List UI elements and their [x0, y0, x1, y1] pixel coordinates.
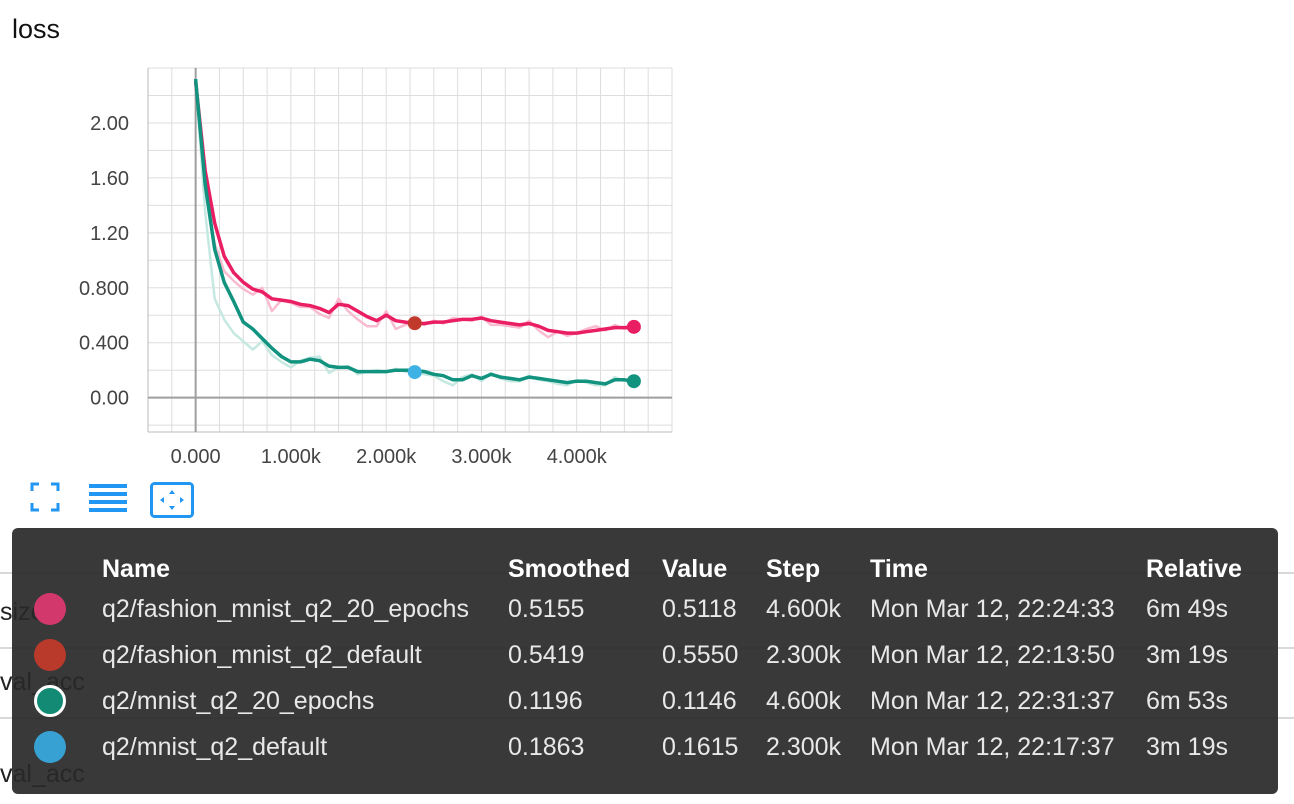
- raw-value: 0.1615: [662, 732, 739, 761]
- x-tick-label: 2.000k: [356, 446, 417, 468]
- y-tick-label: 1.60: [90, 168, 129, 190]
- y-tick-label: 2.00: [90, 113, 129, 135]
- panel-title: loss: [12, 14, 61, 44]
- table-row: q2/fashion_mnist_q2_20_epochs 0.5155 0.5…: [34, 586, 1256, 632]
- step-value: 2.300k: [766, 640, 842, 669]
- time-value: Mon Mar 12, 22:13:50: [870, 640, 1115, 669]
- relative-value: 6m 49s: [1146, 594, 1228, 623]
- header-smoothed: Smoothed: [508, 554, 631, 583]
- header-relative: Relative: [1146, 554, 1242, 583]
- run-name: q2/fashion_mnist_q2_default: [102, 640, 422, 669]
- x-tick-label: 3.000k: [451, 446, 512, 468]
- series-point: [626, 374, 641, 389]
- raw-value: 0.5118: [662, 594, 737, 623]
- x-tick-label: 1.000k: [261, 446, 322, 468]
- header-step: Step: [766, 554, 821, 583]
- fullscreen-icon[interactable]: [30, 482, 60, 512]
- run-name: q2/fashion_mnist_q2_20_epochs: [102, 594, 469, 623]
- step-value: 4.600k: [766, 686, 842, 715]
- raw-value: 0.5550: [662, 640, 739, 669]
- run-name: q2/mnist_q2_20_epochs: [102, 686, 375, 715]
- time-value: Mon Mar 12, 22:17:37: [870, 732, 1115, 761]
- relative-value: 3m 19s: [1146, 732, 1228, 761]
- series-point: [407, 316, 422, 331]
- series-color-dot: [34, 685, 66, 717]
- run-name: q2/mnist_q2_default: [102, 732, 328, 761]
- table-row: q2/fashion_mnist_q2_default 0.5419 0.555…: [34, 632, 1256, 678]
- x-tick-label: 0.000: [171, 446, 221, 468]
- smoothed-value: 0.5155: [508, 594, 585, 623]
- series-raw-line: [194, 81, 635, 339]
- series-color-dot: [34, 639, 66, 671]
- tooltip-header-row: Name Smoothed Value Step Time Relative: [34, 552, 1256, 586]
- series-color-dot: [34, 731, 66, 763]
- y-tick-label: 1.20: [90, 223, 129, 245]
- loss-chart[interactable]: 0.000 1.000k 2.000k 3.000k 4.000k 0.00 0.400 0.…: [0, 0, 700, 480]
- smoothed-value: 0.5419: [508, 640, 585, 669]
- header-value: Value: [662, 554, 728, 583]
- y-tick-label: 0.400: [79, 333, 129, 355]
- x-tick-label: 4.000k: [547, 446, 608, 468]
- list-icon[interactable]: [89, 482, 127, 516]
- relative-value: 6m 53s: [1146, 686, 1228, 715]
- raw-value: 0.1146: [662, 686, 737, 715]
- step-value: 2.300k: [766, 732, 842, 761]
- header-color: [34, 552, 102, 586]
- relative-value: 3m 19s: [1146, 640, 1228, 669]
- smoothed-value: 0.1196: [508, 686, 583, 715]
- fit-domain-icon[interactable]: [150, 482, 194, 518]
- series-line: [193, 81, 635, 335]
- series-color-dot: [34, 593, 66, 625]
- time-value: Mon Mar 12, 22:31:37: [870, 686, 1115, 715]
- table-row: q2/mnist_q2_default 0.1863 0.1615 2.300k…: [34, 724, 1256, 770]
- tooltip-table: Name Smoothed Value Step Time Relative q…: [34, 552, 1256, 770]
- data-tooltip: Name Smoothed Value Step Time Relative q…: [12, 528, 1278, 794]
- series-line: [193, 78, 635, 386]
- header-time: Time: [870, 554, 928, 583]
- table-row: q2/mnist_q2_20_epochs 0.1196 0.1146 4.60…: [34, 678, 1256, 724]
- series-point: [407, 365, 422, 380]
- smoothed-value: 0.1863: [508, 732, 585, 761]
- series-point: [626, 319, 641, 334]
- time-value: Mon Mar 12, 22:24:33: [870, 594, 1115, 623]
- y-tick-label: 0.800: [79, 278, 129, 300]
- header-name: Name: [102, 554, 171, 583]
- step-value: 4.600k: [766, 594, 842, 623]
- y-tick-label: 0.00: [90, 388, 129, 410]
